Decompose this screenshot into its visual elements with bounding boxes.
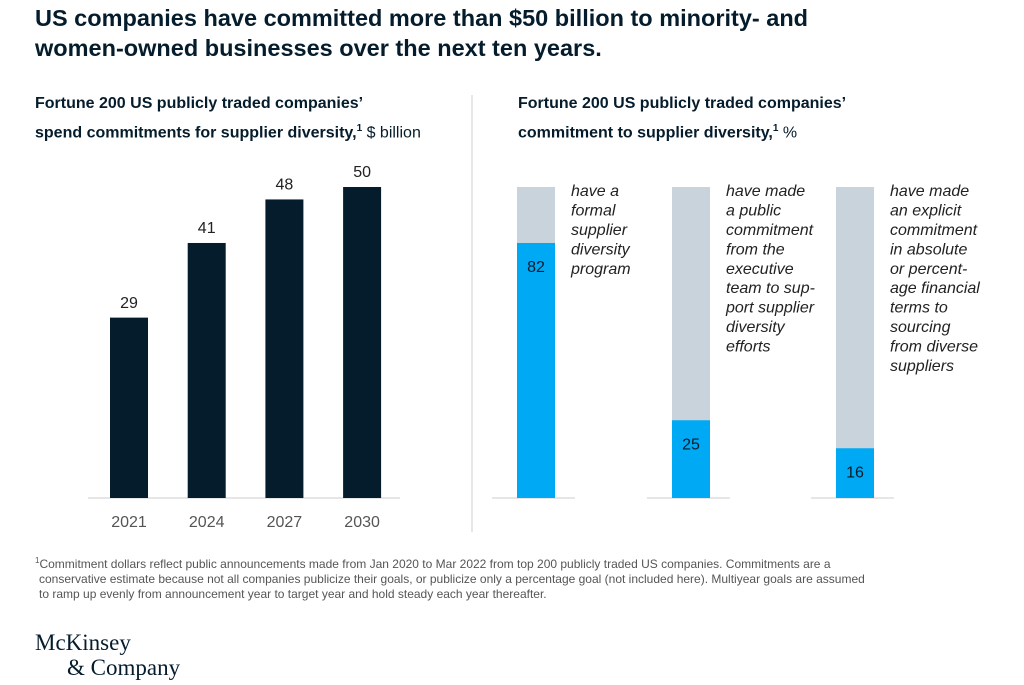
bar-description: supplier — [571, 222, 628, 239]
bar — [187, 242, 226, 498]
value-label: 29 — [120, 295, 138, 312]
unit: % — [782, 124, 798, 142]
bar-description: diversity — [726, 319, 786, 336]
panel-title-line: Fortune 200 US publicly traded companies… — [35, 95, 364, 112]
panel-title: Fortune 200 US publicly traded companies… — [35, 91, 421, 145]
bar-description: commitment — [890, 222, 978, 239]
bar-description: executive — [726, 261, 794, 278]
footnote-line: conservative estimate because not all co… — [39, 572, 865, 586]
brand-line: & Company — [67, 655, 181, 680]
title: US companies have committed more than $5… — [35, 3, 808, 63]
bar-description: port supplier — [725, 300, 815, 317]
unit: $ billion — [366, 124, 421, 142]
bar-description: terms to — [890, 300, 948, 317]
panel-title-line: spend commitments for supplier diversity… — [35, 116, 421, 145]
title-line: women-owned businesses over the next ten… — [35, 35, 602, 61]
value-label: 48 — [276, 177, 294, 194]
bar — [836, 448, 874, 498]
bar-description: an explicit — [890, 203, 962, 220]
panel-title-line: Fortune 200 US publicly traded companies… — [518, 95, 847, 112]
value-label: 82 — [527, 259, 545, 276]
value-label: 16 — [846, 464, 864, 481]
bar-description: diversity — [571, 241, 631, 258]
bar-description: have made — [726, 183, 805, 200]
bar-description: suppliers — [890, 358, 954, 375]
bar-description: commitment — [726, 222, 814, 239]
note-marker: 1 — [356, 123, 363, 134]
note-marker: 1 — [772, 123, 779, 134]
bar-description: have a — [571, 183, 619, 200]
text: spend commitments for supplier diversity… — [35, 124, 357, 142]
x-tick-label: 2030 — [344, 514, 380, 531]
value-label: 25 — [682, 436, 700, 453]
bar-description: sourcing — [890, 319, 951, 336]
brand-logo: McKinsey & Company — [35, 630, 180, 680]
bar-description: a public — [726, 203, 781, 220]
panel-title-line: commitment to supplier diversity,1 % — [518, 116, 846, 145]
bar — [517, 242, 555, 498]
value-label: 50 — [353, 164, 371, 181]
bar-description: age financial — [890, 280, 980, 297]
bar-description: team to sup- — [726, 280, 815, 297]
brand-line: McKinsey — [35, 630, 131, 655]
bar — [672, 420, 710, 498]
bar-description: efforts — [726, 338, 770, 355]
footnote-line: to ramp up evenly from announcement year… — [39, 587, 547, 601]
bar-description: or percent- — [890, 261, 967, 278]
footnote-line: 1Commitment dollars reflect public annou… — [35, 553, 865, 572]
bar-description: from diverse — [890, 338, 978, 355]
title-line: US companies have committed more than $5… — [35, 5, 809, 31]
bar-description: have made — [890, 183, 969, 200]
value-label: 41 — [198, 220, 216, 237]
bar-description: from the — [726, 241, 785, 258]
x-tick-label: 2021 — [111, 514, 147, 531]
bar — [343, 187, 382, 498]
footnote: 1Commitment dollars reflect public annou… — [35, 553, 865, 602]
bar-track — [836, 187, 874, 498]
note-marker: 1 — [35, 556, 40, 565]
bar-description: program — [570, 261, 631, 278]
panel-title: Fortune 200 US publicly traded companies… — [518, 91, 846, 145]
bar-description: in absolute — [890, 241, 967, 258]
x-tick-label: 2027 — [267, 514, 303, 531]
x-tick-label: 2024 — [189, 514, 225, 531]
text: Commitment dollars reflect public announ… — [39, 557, 831, 571]
bar — [110, 317, 148, 498]
bar-description: formal — [571, 203, 616, 220]
text: commitment to supplier diversity, — [518, 124, 773, 142]
bar — [265, 199, 304, 498]
